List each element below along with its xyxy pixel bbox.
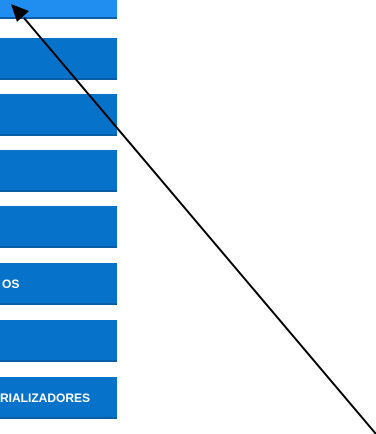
menu-item-3[interactable] <box>0 94 117 136</box>
menu-item-5[interactable] <box>0 206 117 248</box>
menu-item-6-label: OS <box>2 277 20 291</box>
menu-item-8[interactable]: RIALIZADORES <box>0 377 117 419</box>
menu-item-7[interactable] <box>0 320 117 362</box>
menu-item-2[interactable] <box>0 38 117 80</box>
menu-item-6[interactable]: OS <box>0 263 117 305</box>
side-menu: OS RIALIZADORES <box>0 0 117 434</box>
menu-item-1[interactable] <box>0 0 117 19</box>
menu-item-4[interactable] <box>0 150 117 192</box>
menu-item-8-label: RIALIZADORES <box>0 391 90 405</box>
